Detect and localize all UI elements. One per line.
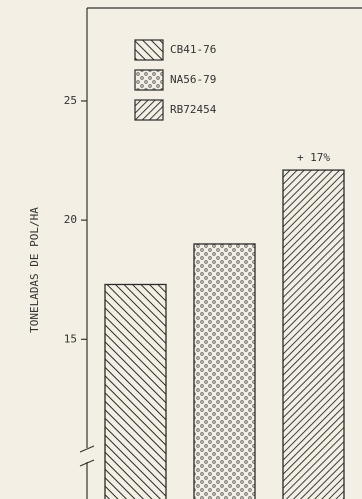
legend-swatch xyxy=(134,39,164,61)
bar xyxy=(104,283,167,499)
legend-swatch xyxy=(134,69,164,91)
annotation: + 17% xyxy=(297,151,330,164)
y-tick-label: 20 xyxy=(64,213,77,226)
y-tick-label: 15 xyxy=(64,332,77,345)
bar xyxy=(193,243,256,499)
axis-break xyxy=(79,459,95,467)
legend-label: RB72454 xyxy=(170,103,217,116)
legend-swatch xyxy=(134,99,164,121)
y-axis-label: TONELADAS DE POL/HA xyxy=(28,207,41,333)
axis-break xyxy=(79,445,95,453)
y-tick-label: 25 xyxy=(64,94,77,107)
bar xyxy=(282,169,345,499)
legend-label: CB41-76 xyxy=(170,43,216,56)
legend-label: NA56-79 xyxy=(170,73,216,86)
